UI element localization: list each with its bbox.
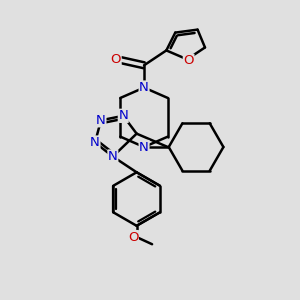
Text: N: N <box>139 140 149 154</box>
Text: N: N <box>118 109 128 122</box>
Text: O: O <box>183 54 194 67</box>
Text: N: N <box>90 136 100 149</box>
Text: N: N <box>96 114 106 127</box>
Text: N: N <box>139 81 149 94</box>
Text: N: N <box>108 150 118 163</box>
Text: O: O <box>111 53 121 66</box>
Text: O: O <box>128 231 138 244</box>
